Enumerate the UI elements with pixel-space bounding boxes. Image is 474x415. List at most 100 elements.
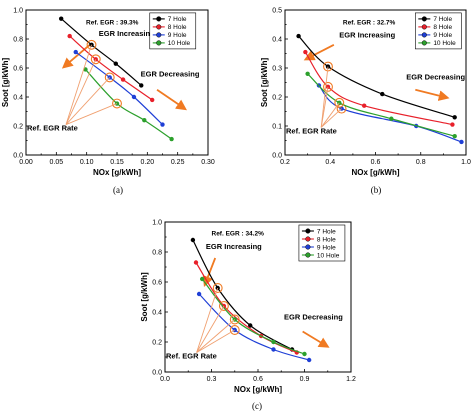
ref-rate-line-0	[196, 287, 219, 353]
data-point-3-2	[271, 339, 276, 345]
data-point-3-3	[452, 133, 457, 139]
data-point-2-0	[196, 291, 202, 297]
data-point-2-3	[459, 139, 464, 145]
egr-increasing-label: EGR Increasing	[206, 242, 262, 251]
legend-label-1: 8 Hole	[433, 24, 452, 31]
ref-rate-line-2	[320, 108, 342, 128]
legend-marker-3	[305, 252, 311, 258]
y-tick-label: 0.6	[152, 280, 162, 287]
x-axis-label: NOx [g/kWh]	[93, 168, 141, 177]
data-point-0-0	[190, 237, 196, 243]
data-point-0-0	[296, 33, 301, 39]
series-line-1	[69, 35, 153, 101]
data-point-0-0	[58, 16, 64, 21]
ref-egr-label: Ref. EGR : 32.7%	[343, 20, 396, 27]
x-tick-label: 0.3	[207, 376, 217, 383]
x-tick-label: 0.30	[201, 159, 215, 166]
egr-decreasing-arrow	[156, 89, 187, 111]
y-tick-label: 0.0	[13, 153, 23, 160]
ref-rate-line-0	[320, 66, 329, 128]
legend-label-3: 10 Hole	[433, 40, 456, 47]
data-point-3-0	[200, 276, 205, 282]
egr-decreasing-label: EGR Decreasing	[406, 73, 465, 82]
legend-marker-0	[156, 16, 162, 22]
y-tick-label: 0.2	[152, 340, 162, 347]
y-tick-label: 0.4	[272, 37, 282, 44]
panel-2: 0.0 0.3 0.6 0.9 1.2 0.0 0.2 0.4 0.6 0.8 1.0 NOx [g/…	[140, 220, 356, 412]
series-line-2	[318, 84, 462, 143]
data-point-3-0	[305, 71, 310, 77]
ref-egr-label: Ref. EGR : 34.2%	[212, 231, 265, 238]
panel-1: 0.2 0.4 0.6 0.8 1.0 0.0 0.1 0.2 0.3 0.4 0.5 NOx [g/…	[260, 8, 471, 196]
data-point-1-2	[361, 103, 367, 108]
y-tick-label: 0.8	[152, 250, 162, 257]
y-tick-label: 0.0	[272, 153, 282, 160]
legend-marker-3	[421, 40, 427, 46]
y-tick-label: 1.0	[13, 8, 23, 15]
egr-increasing-label: EGR Increasing	[99, 29, 155, 38]
y-axis-label: Soot [g/kWh]	[260, 58, 269, 108]
legend-label-1: 8 Hole	[317, 236, 336, 243]
legend-label-3: 10 Hole	[168, 40, 191, 47]
data-point-0-3	[452, 115, 457, 120]
legend-marker-2	[156, 32, 162, 38]
ref-point-ring-1	[323, 81, 333, 92]
egr-increasing-arrow	[303, 43, 335, 61]
ref-point-ring-0	[86, 39, 97, 50]
data-point-0-2	[113, 61, 118, 66]
ref-point-ring-1	[218, 301, 229, 311]
ref-point-ring-1	[90, 54, 101, 65]
series-line-1	[304, 51, 453, 126]
ref-rate-line-1	[320, 86, 329, 128]
data-point-1-0	[193, 260, 199, 265]
y-axis-label: Soot [g/kWh]	[1, 58, 10, 108]
series-line-3	[85, 69, 172, 140]
ref-egr-label: Ref. EGR : 39.3%	[86, 20, 139, 27]
ref-egr-rate-label: Ref. EGR Rate	[166, 352, 217, 361]
y-tick-label: 0.0	[152, 370, 162, 377]
legend-marker-1	[156, 24, 162, 30]
panel-caption: (b)	[371, 185, 382, 195]
x-tick-label: 0.05	[50, 159, 64, 166]
egr-increasing-label: EGR Increasing	[339, 31, 395, 40]
y-tick-label: 0.3	[272, 66, 282, 73]
data-point-1-1	[93, 57, 98, 62]
y-axis-label: Soot [g/kWh]	[140, 272, 149, 322]
ref-rate-line-3	[320, 102, 340, 128]
legend-marker-1	[421, 24, 427, 30]
panel-caption: (a)	[113, 185, 123, 195]
x-tick-label: 0.4	[325, 159, 335, 166]
legend-label-0: 7 Hole	[433, 16, 452, 23]
series-line-2	[198, 293, 310, 361]
legend-label-2: 9 Hole	[433, 32, 452, 39]
y-tick-label: 0.5	[272, 8, 282, 15]
y-tick-label: 0.2	[272, 95, 282, 102]
x-tick-label: 0.2	[280, 159, 290, 166]
y-tick-label: 0.6	[13, 66, 23, 73]
x-tick-label: 0.0	[160, 376, 170, 383]
x-tick-label: 0.8	[416, 159, 426, 166]
ref-egr-rate-label: Ref. EGR Rate	[286, 126, 337, 135]
data-point-2-3	[160, 122, 165, 127]
y-tick-label: 0.1	[272, 124, 282, 131]
x-tick-label: 1.0	[461, 159, 471, 166]
x-tick-label: 0.25	[171, 159, 185, 166]
y-tick-label: 0.4	[13, 95, 23, 102]
ref-rate-line-1	[196, 305, 225, 353]
data-point-1-0	[67, 33, 72, 39]
legend-marker-2	[305, 244, 311, 250]
egr-decreasing-label: EGR Decreasing	[141, 70, 200, 79]
data-point-3-3	[302, 351, 307, 357]
ref-rate-line-2	[65, 77, 111, 125]
data-point-2-2	[271, 347, 276, 352]
legend-marker-1	[305, 236, 311, 242]
x-tick-label: 0.9	[300, 376, 310, 383]
egr-decreasing-arrow	[415, 88, 450, 101]
egr-increasing-arrow	[202, 257, 217, 288]
legend-label-2: 9 Hole	[317, 244, 336, 251]
series-line-2	[75, 51, 163, 125]
ref-rate-line-1	[65, 59, 97, 125]
legend-label-2: 9 Hole	[168, 32, 187, 39]
